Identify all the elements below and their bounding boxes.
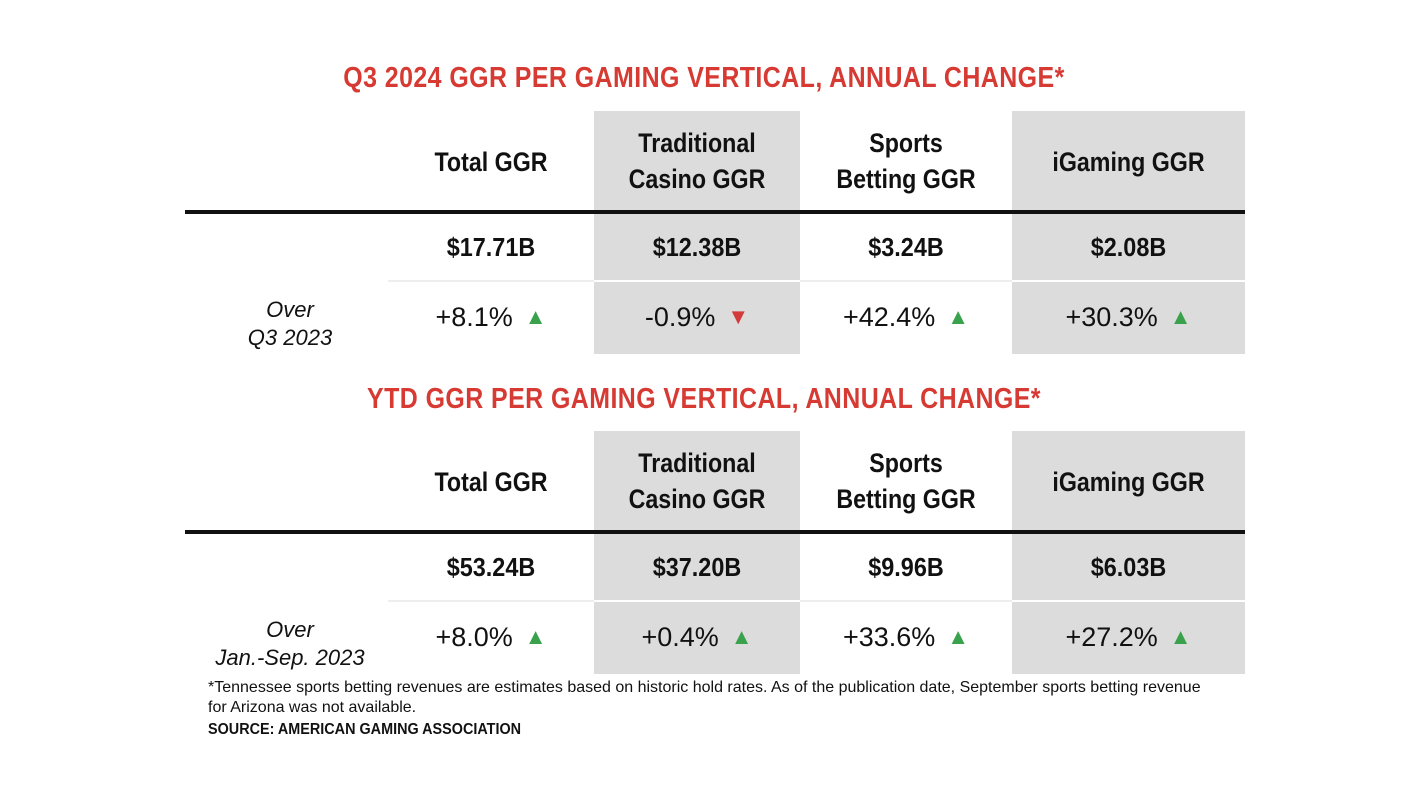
column-shade <box>1012 431 1245 674</box>
table-title-ytd: YTD GGR PER GAMING VERTICAL, ANNUAL CHAN… <box>367 383 1041 415</box>
value-cell: $53.24B <box>446 552 536 582</box>
change-cell: +0.4% ▲ <box>594 622 800 653</box>
change-value: +27.2% <box>1065 622 1158 652</box>
triangle-up-icon: ▲ <box>524 304 547 329</box>
row-separator <box>594 600 800 602</box>
row-label-line1: Over <box>266 297 314 322</box>
column-header-line1: Sports <box>869 448 943 478</box>
change-value: +30.3% <box>1065 302 1158 332</box>
value-cell: $12.38B <box>652 232 742 262</box>
column-header-line2: Betting GGR <box>836 164 976 194</box>
change-cell: -0.9% ▼ <box>594 302 800 333</box>
change-value: +42.4% <box>842 302 936 332</box>
row-separator <box>1012 280 1245 282</box>
column-header: iGaming GGR <box>1028 464 1228 500</box>
triangle-up-icon: ▲ <box>524 624 547 649</box>
table-title-q3: Q3 2024 GGR PER GAMING VERTICAL, ANNUAL … <box>343 62 1065 94</box>
change-value: +33.6% <box>842 622 936 652</box>
triangle-up-icon: ▲ <box>1169 304 1192 329</box>
column-header-line1: Traditional <box>638 448 756 478</box>
triangle-up-icon: ▲ <box>947 624 970 649</box>
column-shade <box>1012 111 1245 354</box>
column-header-line1: Total GGR <box>434 467 548 497</box>
triangle-down-icon: ▼ <box>727 304 750 329</box>
column-header: Total GGR <box>402 464 579 500</box>
row-label: Over Q3 2023 <box>195 296 385 352</box>
row-label: Over Jan.-Sep. 2023 <box>195 616 385 672</box>
change-cell: +8.0% ▲ <box>388 622 594 653</box>
column-shade <box>594 431 800 674</box>
triangle-up-icon: ▲ <box>1169 624 1192 649</box>
row-separator <box>1012 600 1245 602</box>
change-value: +8.1% <box>435 302 513 332</box>
triangle-up-icon: ▲ <box>730 624 753 649</box>
row-separator <box>800 280 1012 282</box>
row-separator <box>594 280 800 282</box>
column-header: Sports Betting GGR <box>815 125 997 197</box>
column-header-line2: Betting GGR <box>836 484 976 514</box>
column-header-line1: iGaming GGR <box>1052 147 1205 177</box>
column-header-line1: Total GGR <box>434 147 548 177</box>
row-separator <box>388 600 594 602</box>
column-header-line2: Casino GGR <box>628 164 766 194</box>
header-rule <box>185 210 1245 214</box>
column-header: Traditional Casino GGR <box>608 125 785 197</box>
change-value: +8.0% <box>435 622 513 652</box>
row-label-line2: Jan.-Sep. 2023 <box>215 645 365 670</box>
value-cell: $2.08B <box>1090 232 1167 262</box>
value-cell: $3.24B <box>868 232 944 262</box>
column-header: Traditional Casino GGR <box>608 445 785 517</box>
value-cell: $17.71B <box>446 232 536 262</box>
column-header: Sports Betting GGR <box>815 445 997 517</box>
change-cell: +42.4% ▲ <box>800 302 1012 333</box>
column-header-line2: Casino GGR <box>628 484 766 514</box>
change-cell: +33.6% ▲ <box>800 622 1012 653</box>
change-cell: +30.3% ▲ <box>1012 302 1245 333</box>
column-header-line1: Sports <box>869 128 943 158</box>
change-value: +0.4% <box>641 622 719 652</box>
column-header: Total GGR <box>402 144 579 180</box>
row-separator <box>800 600 1012 602</box>
footnote: *Tennessee sports betting revenues are e… <box>208 679 1201 716</box>
row-label-line1: Over <box>266 617 314 642</box>
column-header-line1: Traditional <box>638 128 756 158</box>
column-header-line1: iGaming GGR <box>1052 467 1205 497</box>
value-cell: $9.96B <box>868 552 944 582</box>
change-value: -0.9% <box>644 302 716 332</box>
value-cell: $37.20B <box>652 552 742 582</box>
value-cell: $6.03B <box>1090 552 1167 582</box>
change-cell: +27.2% ▲ <box>1012 622 1245 653</box>
column-header: iGaming GGR <box>1028 144 1228 180</box>
row-separator <box>388 280 594 282</box>
triangle-up-icon: ▲ <box>947 304 970 329</box>
header-rule <box>185 530 1245 534</box>
row-label-line2: Q3 2023 <box>247 325 333 350</box>
column-shade <box>594 111 800 354</box>
source-credit: SOURCE: AMERICAN GAMING ASSOCIATION <box>208 721 522 738</box>
change-cell: +8.1% ▲ <box>388 302 594 333</box>
